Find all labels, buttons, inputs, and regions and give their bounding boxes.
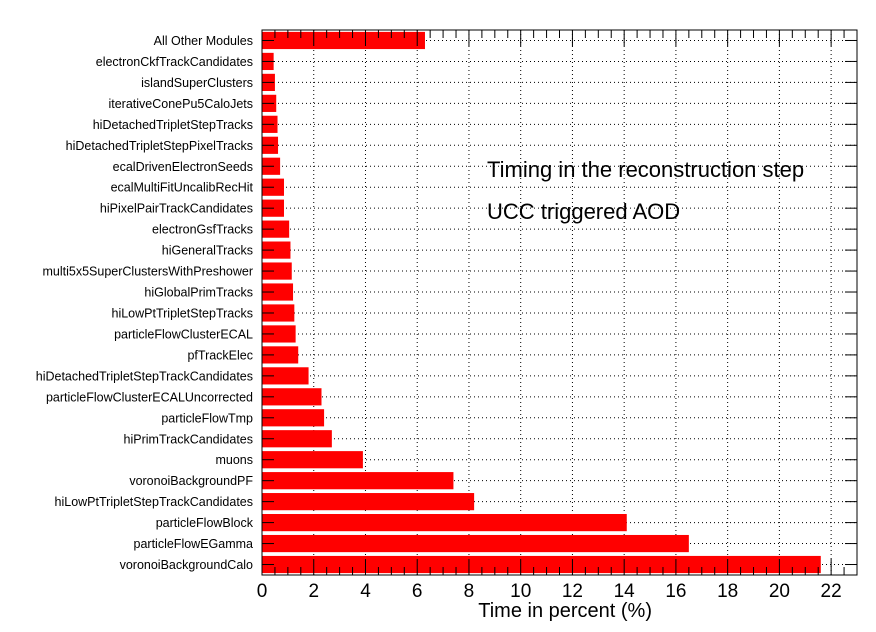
bar — [262, 346, 299, 364]
x-axis-title: Time in percent (%) — [478, 600, 652, 622]
category-label: hiGeneralTracks — [162, 244, 253, 258]
bar — [262, 220, 290, 238]
x-tick-label: 10 — [510, 581, 531, 602]
category-label: hiDetachedTripletStepTrackCandidates — [36, 369, 253, 383]
bar — [262, 283, 294, 301]
x-tick-label: 12 — [562, 581, 583, 602]
category-labels: All Other Modules electronCkfTrackCandida… — [36, 34, 254, 572]
bar — [262, 409, 325, 427]
bar — [262, 325, 296, 343]
annotation-subtitle: UCC triggered AOD — [487, 199, 680, 224]
x-tick-label: 16 — [665, 581, 686, 602]
bar — [262, 304, 295, 322]
category-label: hiPixelPairTrackCandidates — [100, 202, 253, 216]
bars — [262, 31, 821, 574]
category-label: islandSuperClusters — [141, 76, 253, 90]
x-tick-label: 14 — [614, 581, 636, 602]
x-tick-label: 2 — [308, 581, 319, 602]
category-label: hiLowPtTripletStepTracks — [112, 306, 254, 320]
category-label: iterativeConePu5CaloJets — [108, 97, 253, 111]
category-label: muons — [215, 453, 253, 467]
category-label: All Other Modules — [154, 34, 253, 48]
category-label: hiDetachedTripletStepTracks — [93, 118, 253, 132]
x-tick-label: 8 — [464, 581, 475, 602]
bar — [262, 472, 454, 490]
category-label: hiPrimTrackCandidates — [124, 432, 253, 446]
x-tick-label: 6 — [412, 581, 423, 602]
category-label: hiLowPtTripletStepTrackCandidates — [55, 495, 253, 509]
category-label: pfTrackElec — [187, 348, 253, 362]
bar — [262, 430, 332, 448]
bar — [262, 534, 689, 553]
bar — [262, 241, 291, 259]
bar — [262, 493, 475, 511]
x-tick-label: 20 — [769, 581, 790, 602]
bar — [262, 514, 627, 532]
category-label: particleFlowClusterECALUncorrected — [46, 390, 253, 404]
category-label: ecalMultiFitUncalibRecHit — [111, 181, 254, 195]
category-label: voronoiBackgroundCalo — [120, 558, 253, 572]
bar — [262, 451, 363, 469]
category-label: particleFlowEGamma — [134, 537, 254, 551]
x-tick-label: 22 — [821, 581, 842, 602]
category-label: hiGlobalPrimTracks — [144, 286, 253, 300]
bar — [262, 555, 821, 574]
category-label: hiDetachedTripletStepPixelTracks — [66, 139, 253, 153]
x-tick-label: 0 — [257, 581, 268, 602]
x-tick-label: 4 — [360, 581, 371, 602]
bar — [262, 388, 322, 406]
category-label: ecalDrivenElectronSeeds — [113, 160, 253, 174]
grid — [262, 30, 857, 575]
category-label: electronCkfTrackCandidates — [96, 55, 253, 69]
axes: 0 2 4 6 8 10 12 14 16 18 20 22 — [257, 29, 858, 602]
category-label: particleFlowClusterECAL — [114, 327, 253, 341]
x-tick-label: 18 — [717, 581, 738, 602]
category-label: voronoiBackgroundPF — [129, 474, 253, 488]
category-label: electronGsfTracks — [152, 223, 253, 237]
category-label: multi5x5SuperClustersWithPreshower — [43, 265, 254, 279]
annotation-title: Timing in the reconstruction step — [487, 157, 804, 182]
category-label: particleFlowBlock — [156, 516, 254, 530]
category-label: particleFlowTmp — [161, 411, 253, 425]
bar — [262, 262, 292, 280]
bar — [262, 31, 425, 50]
bar — [262, 367, 309, 385]
